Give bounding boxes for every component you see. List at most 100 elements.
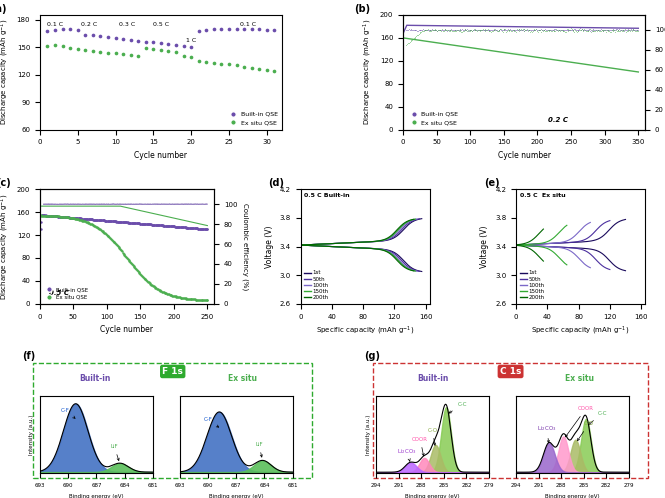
- Point: [41, 212, 52, 220]
- Point: [499, 26, 510, 34]
- Point: [107, 217, 118, 225]
- Point: [401, 26, 412, 34]
- Point: [404, 38, 415, 46]
- Point: [444, 26, 455, 34]
- Point: [551, 26, 562, 34]
- Point: [158, 222, 169, 230]
- Point: [239, 63, 249, 71]
- Point: [120, 218, 130, 226]
- Point: [62, 213, 72, 221]
- Point: [618, 26, 628, 34]
- Point: [539, 26, 550, 34]
- Point: [40, 212, 51, 220]
- Point: [473, 26, 483, 34]
- Point: [448, 26, 458, 34]
- Point: [67, 214, 78, 222]
- Legend: Built-in QSE, Ex situ QSE: Built-in QSE, Ex situ QSE: [225, 110, 279, 126]
- Point: [513, 26, 523, 34]
- Point: [47, 212, 58, 220]
- Point: [51, 213, 62, 221]
- Point: [127, 219, 138, 227]
- Point: [98, 228, 109, 236]
- Point: [127, 219, 138, 227]
- Point: [610, 25, 621, 33]
- Point: [418, 26, 429, 34]
- Point: [436, 26, 447, 34]
- Point: [36, 218, 47, 226]
- Point: [168, 292, 178, 300]
- Point: [209, 59, 219, 67]
- Point: [56, 213, 66, 221]
- Point: [496, 26, 507, 34]
- Point: [451, 26, 462, 34]
- Point: [416, 28, 427, 36]
- Point: [597, 27, 608, 35]
- Text: Li$_2$CO$_3$: Li$_2$CO$_3$: [397, 447, 417, 461]
- Point: [430, 25, 440, 33]
- Point: [164, 222, 175, 230]
- Point: [150, 284, 161, 292]
- Point: [158, 222, 168, 230]
- Point: [102, 217, 112, 225]
- Point: [80, 31, 90, 39]
- Point: [563, 26, 573, 34]
- Point: [134, 220, 145, 228]
- Point: [135, 270, 146, 278]
- Point: [129, 219, 140, 227]
- Point: [78, 215, 89, 223]
- Point: [64, 214, 74, 222]
- Legend: Built-in QSE, Ex situ QSE: Built-in QSE, Ex situ QSE: [406, 110, 460, 126]
- Point: [84, 215, 94, 223]
- Point: [164, 222, 174, 230]
- Point: [544, 27, 555, 35]
- Point: [90, 223, 101, 231]
- Point: [461, 26, 471, 34]
- Point: [420, 26, 430, 34]
- Point: [630, 27, 640, 35]
- Point: [171, 41, 182, 49]
- Point: [118, 249, 128, 256]
- Point: [450, 26, 460, 34]
- Point: [555, 25, 565, 33]
- Point: [130, 219, 140, 227]
- Point: [515, 26, 525, 34]
- Point: [170, 292, 181, 300]
- Point: [152, 221, 163, 229]
- Point: [194, 296, 204, 304]
- Point: [513, 25, 524, 33]
- Point: [172, 223, 182, 231]
- Point: [51, 212, 61, 220]
- Point: [141, 220, 152, 228]
- Point: [63, 214, 74, 222]
- Point: [54, 213, 65, 221]
- Point: [479, 26, 490, 34]
- Point: [437, 26, 448, 34]
- Point: [65, 214, 75, 222]
- Point: [190, 295, 200, 303]
- Point: [526, 27, 537, 35]
- Point: [628, 26, 638, 34]
- Point: [198, 296, 209, 304]
- Point: [144, 220, 154, 228]
- Point: [175, 223, 186, 231]
- X-axis label: Binding energy (eV): Binding energy (eV): [405, 494, 460, 498]
- Point: [190, 224, 200, 232]
- Point: [269, 25, 280, 33]
- Point: [604, 26, 615, 34]
- Point: [47, 212, 58, 220]
- Point: [587, 27, 598, 35]
- Point: [545, 26, 555, 34]
- Point: [178, 223, 188, 231]
- Point: [60, 213, 70, 221]
- Point: [147, 281, 158, 289]
- Point: [138, 273, 148, 281]
- Point: [74, 215, 85, 223]
- Point: [442, 26, 452, 34]
- Point: [460, 25, 471, 33]
- Point: [417, 26, 428, 34]
- Point: [128, 262, 139, 270]
- Text: LiF: LiF: [255, 442, 263, 457]
- Text: Built-in: Built-in: [79, 374, 110, 382]
- Point: [132, 219, 142, 227]
- Point: [168, 223, 179, 231]
